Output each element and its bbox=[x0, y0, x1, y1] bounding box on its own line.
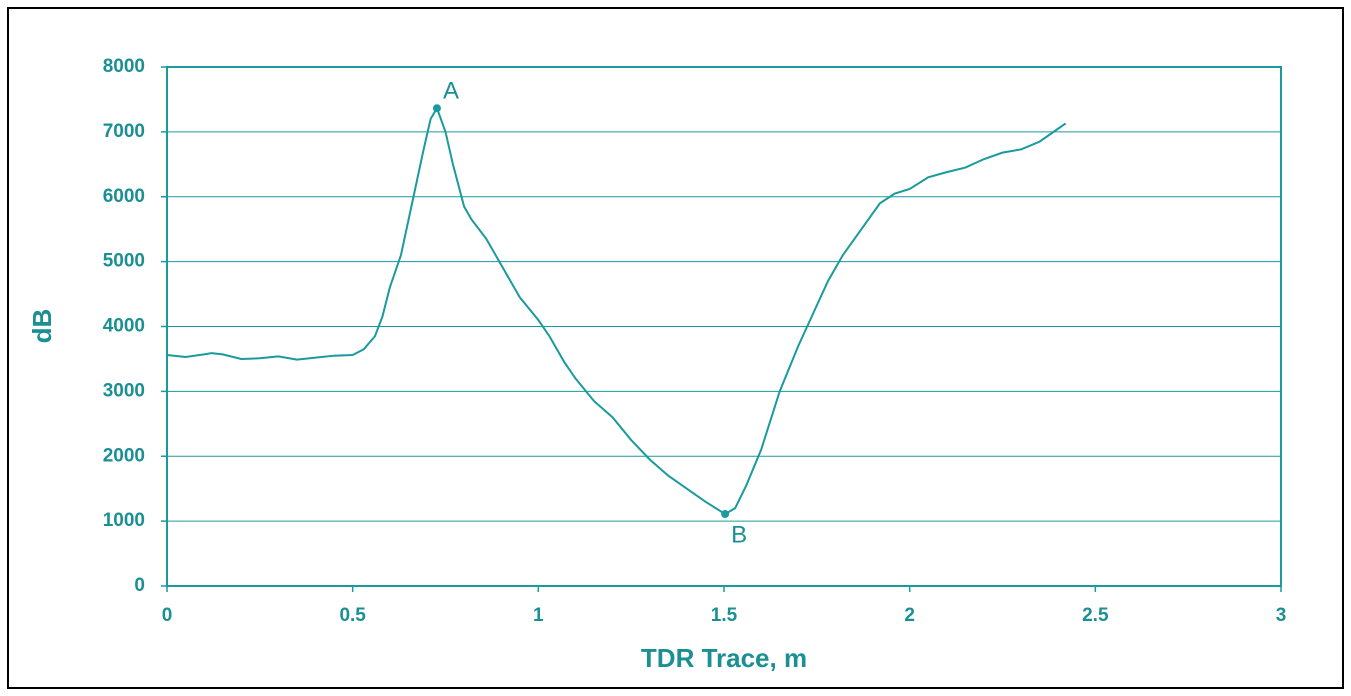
annotation-label: A bbox=[443, 78, 459, 105]
y-tick-label: 6000 bbox=[103, 186, 145, 207]
x-tick-label: 2.5 bbox=[1082, 605, 1109, 626]
plot-border bbox=[166, 66, 1282, 587]
annotation-point bbox=[432, 104, 441, 113]
y-tick-label: 8000 bbox=[103, 56, 145, 77]
x-tick-label: 1 bbox=[533, 605, 544, 626]
annotation-point bbox=[721, 510, 730, 519]
y-tick-label: 0 bbox=[134, 575, 145, 596]
x-axis-title: TDR Trace, m bbox=[641, 643, 807, 673]
x-tick-label: 3 bbox=[1276, 605, 1287, 626]
x-tick-label: 1.5 bbox=[711, 605, 738, 626]
y-tick-label: 7000 bbox=[103, 121, 145, 142]
y-tick-label: 5000 bbox=[103, 251, 145, 272]
trace-line bbox=[166, 105, 1067, 516]
y-tick-label: 4000 bbox=[103, 316, 145, 337]
annotation-label: B bbox=[731, 521, 747, 548]
y-axis-title: dB bbox=[27, 309, 57, 344]
y-tick-label: 3000 bbox=[103, 380, 145, 401]
x-tick-label: 2 bbox=[904, 605, 915, 626]
x-tick-label: 0.5 bbox=[339, 605, 366, 626]
y-tick-label: 1000 bbox=[103, 510, 145, 531]
x-tick-label: 0 bbox=[162, 605, 173, 626]
y-tick-label: 2000 bbox=[103, 445, 145, 466]
frame bbox=[7, 7, 1344, 689]
